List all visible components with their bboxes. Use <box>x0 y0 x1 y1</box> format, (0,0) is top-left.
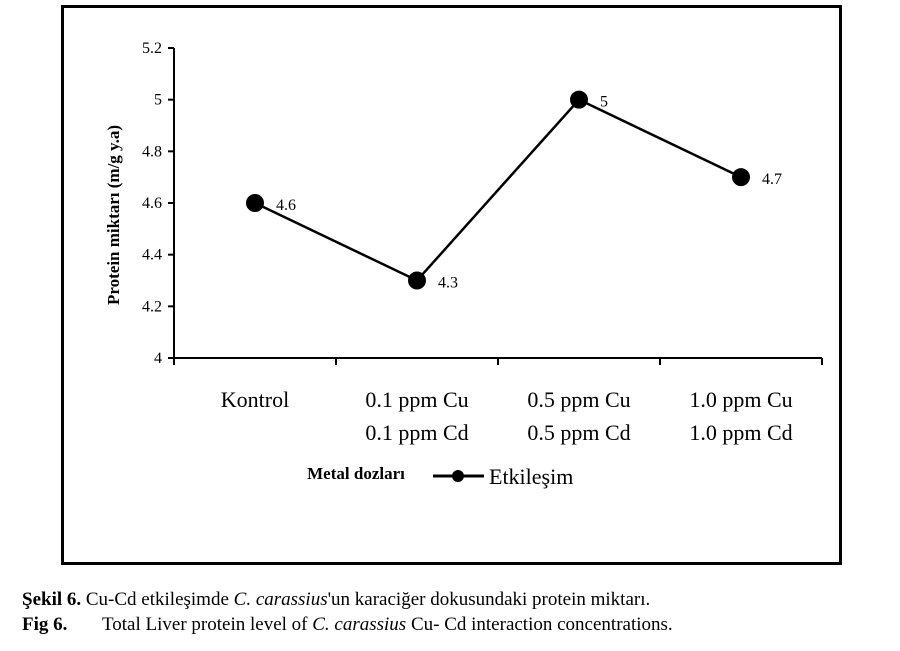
data-label: 4.6 <box>276 197 296 214</box>
data-point <box>570 90 588 109</box>
y-tick-label: 4 <box>154 350 162 367</box>
data-label: 5 <box>600 94 608 111</box>
y-tick-label: 4.6 <box>142 195 162 212</box>
x-tick-label: Kontrol <box>221 387 289 412</box>
caption-en-prefix: Fig 6. <box>22 614 68 635</box>
x-tick-label: 0.1 ppm Cd <box>365 420 468 445</box>
legend-label: Etkileşim <box>489 464 573 489</box>
y-tick-label: 5.2 <box>142 40 162 57</box>
y-tick-label: 4.8 <box>142 143 162 160</box>
y-tick-label: 4.4 <box>142 247 162 264</box>
caption-en-text-a: Total Liver protein level of <box>102 614 313 635</box>
caption-english: Fig 6. Total Liver protein level of C. ca… <box>22 612 673 637</box>
figure-caption: Şekil 6. Cu-Cd etkileşimde C. carassius'… <box>22 587 673 637</box>
data-label: 4.3 <box>438 275 458 292</box>
legend-marker <box>452 470 464 482</box>
x-tick-label: 0.5 ppm Cu <box>527 387 630 412</box>
data-point <box>732 168 750 187</box>
x-tick-label: 1.0 ppm Cd <box>689 420 792 445</box>
caption-turkish: Şekil 6. Cu-Cd etkileşimde C. carassius'… <box>22 587 673 612</box>
caption-tr-species: C. carassius <box>233 589 328 610</box>
data-label: 4.7 <box>762 171 782 188</box>
caption-en-text-b: Cu- Cd interaction concentrations. <box>406 614 673 635</box>
x-tick-label: 1.0 ppm Cu <box>689 387 792 412</box>
y-tick-label: 5 <box>154 92 162 109</box>
caption-tr-text-a: Cu-Cd etkileşimde <box>81 589 234 610</box>
y-axis-title: Protein miktarı (m/g y.a) <box>104 125 123 305</box>
caption-en-species: C. carassius <box>312 614 407 635</box>
chart-frame <box>61 5 842 565</box>
data-point <box>408 271 426 290</box>
series-line <box>254 98 742 283</box>
data-point <box>246 194 264 212</box>
x-axis-title: Metal dozları <box>307 464 405 483</box>
y-tick-label: 4.2 <box>142 298 162 315</box>
caption-tr-prefix: Şekil 6. <box>22 589 82 610</box>
x-tick-label: 0.1 ppm Cu <box>365 387 468 412</box>
caption-tr-text-b: 'un karaciğer dokusundaki protein miktar… <box>327 589 651 610</box>
x-tick-label: 0.5 ppm Cd <box>527 420 630 445</box>
